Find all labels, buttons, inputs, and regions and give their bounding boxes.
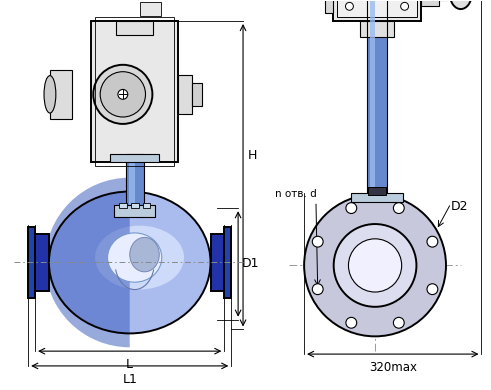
Ellipse shape <box>49 191 211 333</box>
Bar <box>333 0 421 21</box>
Circle shape <box>93 65 152 124</box>
Bar <box>114 205 155 217</box>
Bar <box>28 227 35 298</box>
Ellipse shape <box>95 226 184 289</box>
Bar <box>119 203 127 208</box>
Bar <box>131 203 138 208</box>
Circle shape <box>427 284 438 294</box>
Text: L: L <box>126 358 133 371</box>
Text: D2: D2 <box>451 200 468 213</box>
Circle shape <box>346 203 357 213</box>
Bar <box>211 234 224 291</box>
Bar <box>421 0 439 6</box>
Circle shape <box>100 72 145 117</box>
Text: D1: D1 <box>242 257 260 270</box>
Circle shape <box>346 2 354 10</box>
Circle shape <box>118 89 128 99</box>
Bar <box>129 154 135 213</box>
Text: 320max: 320max <box>369 361 417 374</box>
Circle shape <box>349 239 402 292</box>
Bar <box>192 83 202 106</box>
Text: H: H <box>248 149 257 162</box>
Text: L1: L1 <box>122 373 137 386</box>
Circle shape <box>312 236 323 247</box>
Bar <box>367 0 387 199</box>
Ellipse shape <box>450 0 472 9</box>
Bar <box>368 186 386 195</box>
Ellipse shape <box>44 76 56 113</box>
Bar <box>224 227 231 298</box>
Bar <box>110 154 159 162</box>
Bar <box>35 234 49 291</box>
Bar <box>370 0 375 199</box>
Text: n отв. d: n отв. d <box>274 188 316 199</box>
Bar <box>352 193 403 202</box>
Bar <box>178 74 192 114</box>
Bar <box>325 0 333 13</box>
Circle shape <box>346 317 357 328</box>
Bar <box>142 203 150 208</box>
Bar <box>337 0 417 17</box>
Bar <box>50 70 72 119</box>
Bar <box>126 154 143 213</box>
Circle shape <box>427 236 438 247</box>
Circle shape <box>304 195 446 336</box>
Circle shape <box>393 203 404 213</box>
Bar <box>126 154 143 213</box>
Bar <box>139 2 161 16</box>
Bar <box>116 21 153 35</box>
Ellipse shape <box>108 233 162 282</box>
Bar <box>95 17 174 166</box>
Circle shape <box>393 317 404 328</box>
Wedge shape <box>45 177 130 347</box>
Circle shape <box>334 224 416 307</box>
Ellipse shape <box>130 238 159 272</box>
Bar <box>360 21 394 37</box>
Circle shape <box>312 284 323 294</box>
Circle shape <box>401 2 409 10</box>
Bar <box>91 21 178 162</box>
Bar <box>367 0 387 199</box>
